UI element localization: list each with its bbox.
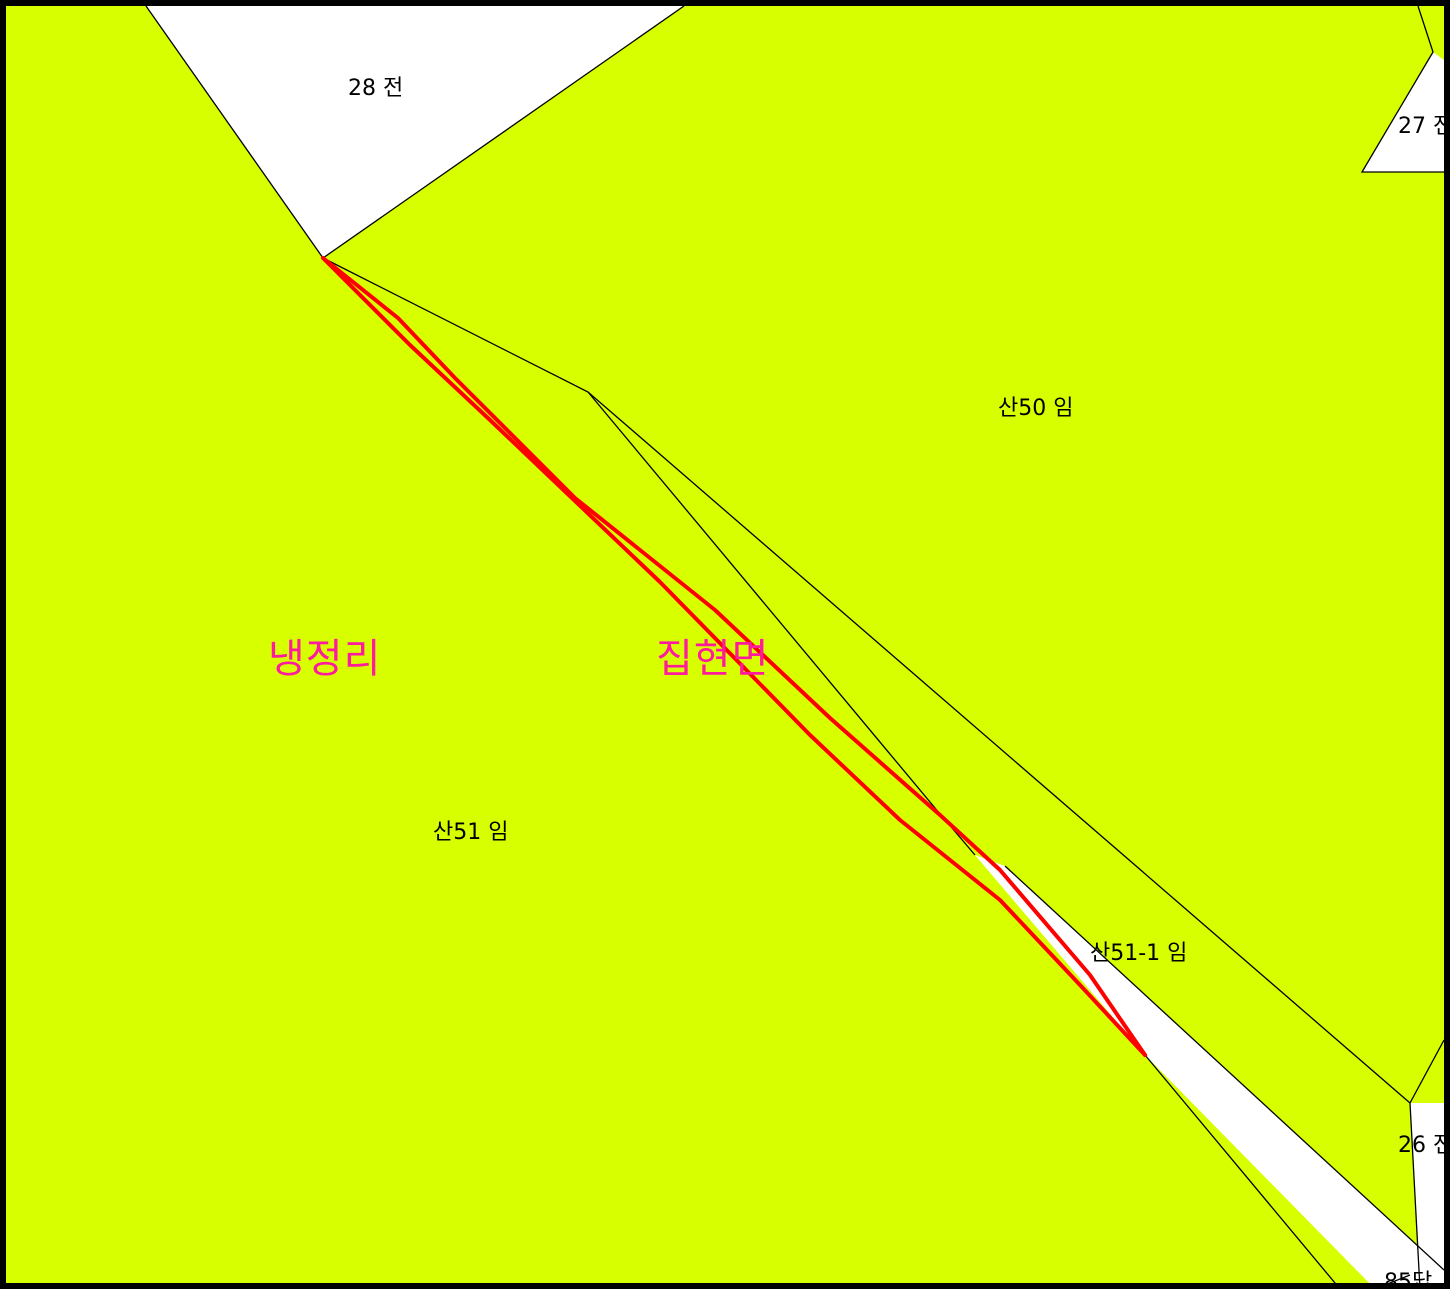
parcel-label-85: 85답 bbox=[1384, 1270, 1432, 1289]
highlight-line-south[interactable] bbox=[321, 256, 1147, 1057]
parcel-label-san50: 산50 임 bbox=[998, 396, 1073, 421]
boundary-line bbox=[1383, 1274, 1411, 1285]
admin-label-jiphyeon-myeon: 집현면 bbox=[656, 636, 769, 682]
parcel-label-san51-1: 산51-1 임 bbox=[1090, 941, 1187, 966]
admin-label-naengjeong-ri: 냉정리 bbox=[268, 636, 381, 682]
boundary-line bbox=[1144, 1054, 1338, 1285]
parcel-51-1-strip[interactable] bbox=[975, 855, 1444, 1289]
parcel-boundaries bbox=[145, 6, 1444, 1285]
parcel-label-27: 27 전 bbox=[1398, 114, 1453, 139]
parcel-label-28: 28 전 bbox=[348, 76, 403, 101]
boundary-line bbox=[1004, 865, 1444, 1271]
boundary-line bbox=[322, 257, 1444, 1105]
highlight-line-north[interactable] bbox=[321, 256, 1147, 1057]
parcel-27-area[interactable] bbox=[1362, 52, 1444, 172]
highlighted-boundary[interactable] bbox=[321, 256, 1147, 1057]
parcel-26-area[interactable] bbox=[1410, 1103, 1444, 1289]
boundary-line bbox=[1409, 1102, 1421, 1285]
boundary-line bbox=[1360, 6, 1444, 173]
parcel-label-san51: 산51 임 bbox=[433, 820, 508, 845]
parcel-label-26: 26 전 bbox=[1398, 1133, 1453, 1158]
parcel-28-area[interactable] bbox=[146, 6, 684, 258]
